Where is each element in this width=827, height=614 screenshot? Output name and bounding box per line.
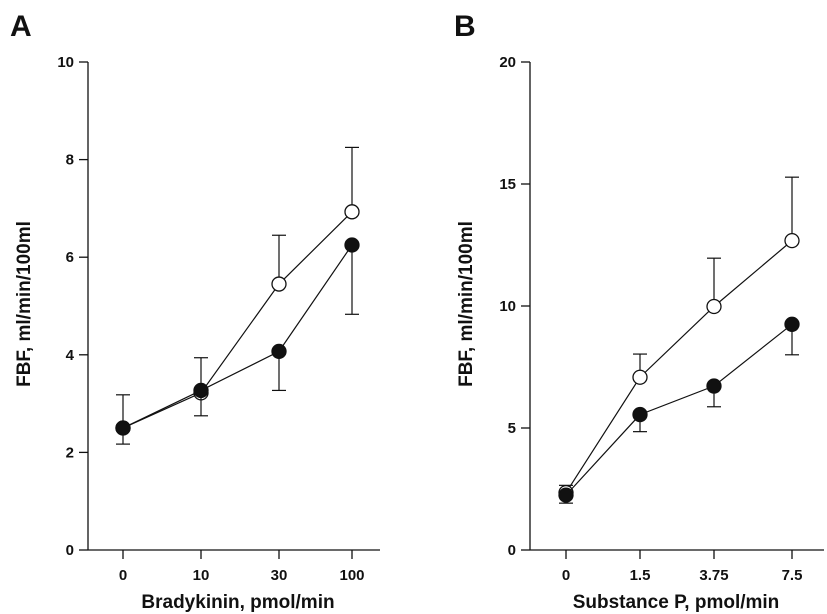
- filled-circle-point: [558, 487, 574, 503]
- open-circle-point: [706, 298, 722, 315]
- x-tick-label: 30: [271, 567, 288, 584]
- panel-label-a: A: [10, 10, 32, 43]
- x-tick-label: 10: [193, 567, 210, 584]
- series-line: [122, 244, 353, 429]
- filled-circle-point: [193, 382, 209, 399]
- filled-circle-point: [115, 420, 131, 436]
- filled-circle-point: [632, 406, 648, 423]
- y-tick-label: 0: [508, 542, 516, 559]
- filled-circle-point: [344, 237, 360, 253]
- filled-circle-series: [115, 237, 360, 445]
- x-tick-label: 7.5: [782, 567, 803, 584]
- open-circle-point: [344, 204, 360, 220]
- open-circle-series: [558, 176, 800, 501]
- x-axis-label-b: Substance P, pmol/min: [573, 592, 780, 613]
- open-circle-series: [115, 146, 360, 436]
- x-tick-label: 100: [339, 567, 364, 584]
- series-line: [565, 323, 793, 496]
- x-tick-label: 0: [562, 567, 570, 584]
- y-tick-label: 8: [66, 152, 74, 169]
- x-tick-label: 3.75: [699, 567, 728, 584]
- open-circle-point: [784, 232, 800, 249]
- chart-panel-a: A FBF, ml/min/100ml Bradykinin, pmol/min…: [10, 10, 380, 613]
- y-tick-label: 4: [66, 347, 75, 364]
- y-tick-label: 2: [66, 444, 74, 461]
- y-tick-label: 15: [499, 176, 516, 193]
- y-tick-label: 10: [499, 298, 516, 315]
- y-tick-label: 10: [57, 54, 74, 71]
- chart-panel-b: B FBF, ml/min/100ml Substance P, pmol/mi…: [454, 10, 824, 613]
- y-tick-label: 0: [66, 542, 74, 559]
- y-axis-label-b: FBF, ml/min/100ml: [456, 221, 477, 387]
- filled-circle-point: [271, 343, 287, 360]
- open-circle-point: [271, 276, 287, 292]
- y-axis-label-a: FBF, ml/min/100ml: [14, 221, 35, 387]
- filled-circle-series: [558, 316, 800, 504]
- series-line: [565, 240, 793, 493]
- panel-label-b: B: [454, 10, 476, 43]
- filled-circle-point: [784, 316, 800, 332]
- open-circle-point: [632, 369, 648, 385]
- y-tick-label: 20: [499, 54, 516, 71]
- x-axis-label-a: Bradykinin, pmol/min: [141, 592, 334, 613]
- series-line: [122, 211, 353, 429]
- x-tick-label: 1.5: [630, 567, 651, 584]
- x-tick-label: 0: [119, 567, 127, 584]
- y-tick-label: 6: [66, 249, 74, 266]
- y-tick-label: 5: [508, 420, 516, 437]
- filled-circle-point: [706, 378, 722, 394]
